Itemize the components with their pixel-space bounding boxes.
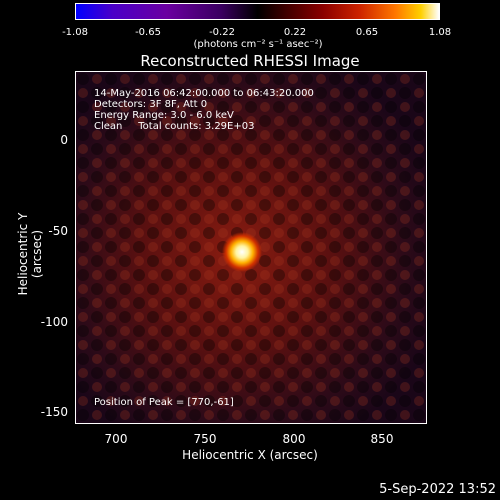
x-tick: 750 bbox=[193, 432, 217, 446]
hxr-image bbox=[76, 72, 426, 423]
x-tick: 800 bbox=[282, 432, 306, 446]
colorbar-tick: -1.08 bbox=[62, 27, 88, 38]
y-tick: -150 bbox=[40, 405, 68, 419]
x-axis-label: Heliocentric X (arcsec) bbox=[182, 448, 318, 462]
y-tick: 0 bbox=[60, 133, 68, 147]
colorbar-tick: 1.08 bbox=[428, 27, 452, 38]
colorbar-tick: 0.22 bbox=[283, 27, 307, 38]
x-tick: 700 bbox=[104, 432, 128, 446]
colorbar bbox=[75, 3, 440, 20]
image-plot bbox=[75, 71, 427, 424]
colorbar-tick: -0.22 bbox=[209, 27, 235, 38]
info-detectors: Detectors: 3F 8F, Att 0 bbox=[94, 99, 208, 110]
info-clean: Clean Total counts: 3.29E+03 bbox=[94, 121, 255, 132]
colorbar-tick: -0.65 bbox=[135, 27, 161, 38]
info-energy: Energy Range: 3.0 - 6.0 keV bbox=[94, 110, 234, 121]
peak-source bbox=[222, 232, 262, 272]
y-tick: -100 bbox=[40, 315, 68, 329]
info-time: 14-May-2016 06:42:00.000 to 06:43:20.000 bbox=[94, 88, 314, 99]
image-title: Reconstructed RHESSI Image bbox=[140, 52, 360, 70]
x-tick: 850 bbox=[370, 432, 394, 446]
y-tick: -50 bbox=[48, 224, 68, 238]
colorbar-units: (photons cm⁻² s⁻¹ asec⁻²) bbox=[193, 39, 323, 50]
info-peak: Position of Peak = [770,-61] bbox=[94, 397, 234, 408]
y-axis-label: Heliocentric Y (arcsec) bbox=[16, 212, 44, 296]
footer-date: 5-Sep-2022 13:52 bbox=[379, 482, 496, 497]
colorbar-tick: 0.65 bbox=[355, 27, 379, 38]
